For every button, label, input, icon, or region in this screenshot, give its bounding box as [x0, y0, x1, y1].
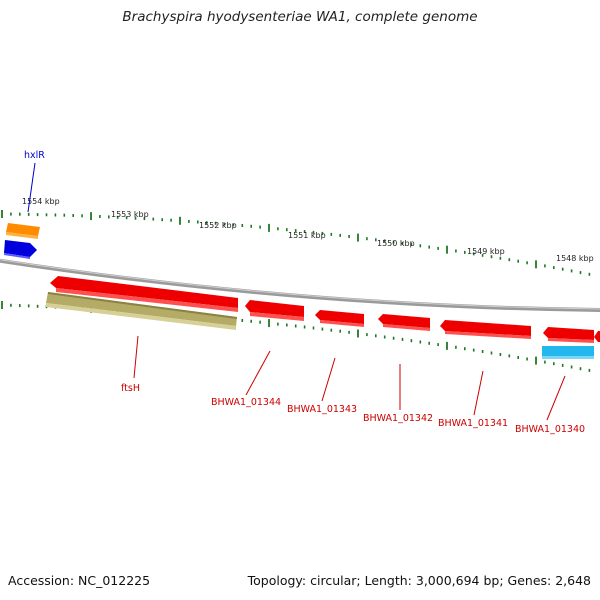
outer-ruler-ticks	[1, 210, 591, 276]
gene-orange-feature[interactable]	[6, 223, 40, 239]
tick-label-1548: 1548 kbp	[556, 254, 594, 263]
tick-label-1549: 1549 kbp	[467, 247, 505, 256]
label-leaders	[27, 162, 566, 421]
tick-label-1552: 1552 kbp	[199, 221, 237, 230]
tick-label-1550: 1550 kbp	[377, 239, 415, 248]
gene-label-hxlR[interactable]: hxlR	[24, 150, 45, 161]
gene-label-BHWA1_01341[interactable]: BHWA1_01341	[438, 418, 508, 429]
cds-BHWA1_01340[interactable]	[542, 346, 594, 359]
gene-ftsH[interactable]	[50, 276, 238, 312]
genome-summary-text: Topology: circular; Length: 3,000,694 bp…	[247, 573, 591, 588]
tick-label-1553: 1553 kbp	[111, 210, 149, 219]
ruler-labels: 1554 kbp 1553 kbp 1552 kbp 1551 kbp 1550…	[22, 197, 594, 263]
gene-label-ftsH[interactable]: ftsH	[121, 383, 140, 394]
gene-BHWA1_01341[interactable]	[440, 320, 531, 339]
cds-ftsH[interactable]	[46, 292, 237, 330]
gene-BHWA1_01344[interactable]	[245, 300, 304, 321]
accession-text: Accession: NC_012225	[8, 573, 151, 588]
gene-red-partial[interactable]	[594, 331, 600, 342]
gene-labels: hxlR ftsH BHWA1_01344 BHWA1_01343 BHWA1_…	[24, 150, 585, 435]
gene-label-BHWA1_01342[interactable]: BHWA1_01342	[363, 413, 433, 424]
gene-BHWA1_01343[interactable]	[315, 310, 364, 327]
gene-BHWA1_01340[interactable]	[543, 327, 594, 343]
map-title: Brachyspira hyodysenteriae WA1, complete…	[122, 9, 478, 25]
gene-label-BHWA1_01340[interactable]: BHWA1_01340	[515, 424, 585, 435]
gene-hxlR[interactable]	[4, 240, 37, 259]
gene-BHWA1_01342[interactable]	[378, 314, 430, 331]
tick-label-1551: 1551 kbp	[288, 231, 326, 240]
genome-backbone	[0, 258, 600, 312]
gene-label-BHWA1_01343[interactable]: BHWA1_01343	[287, 404, 357, 415]
tick-label-1554: 1554 kbp	[22, 197, 60, 206]
gene-label-BHWA1_01344[interactable]: BHWA1_01344	[211, 397, 281, 408]
